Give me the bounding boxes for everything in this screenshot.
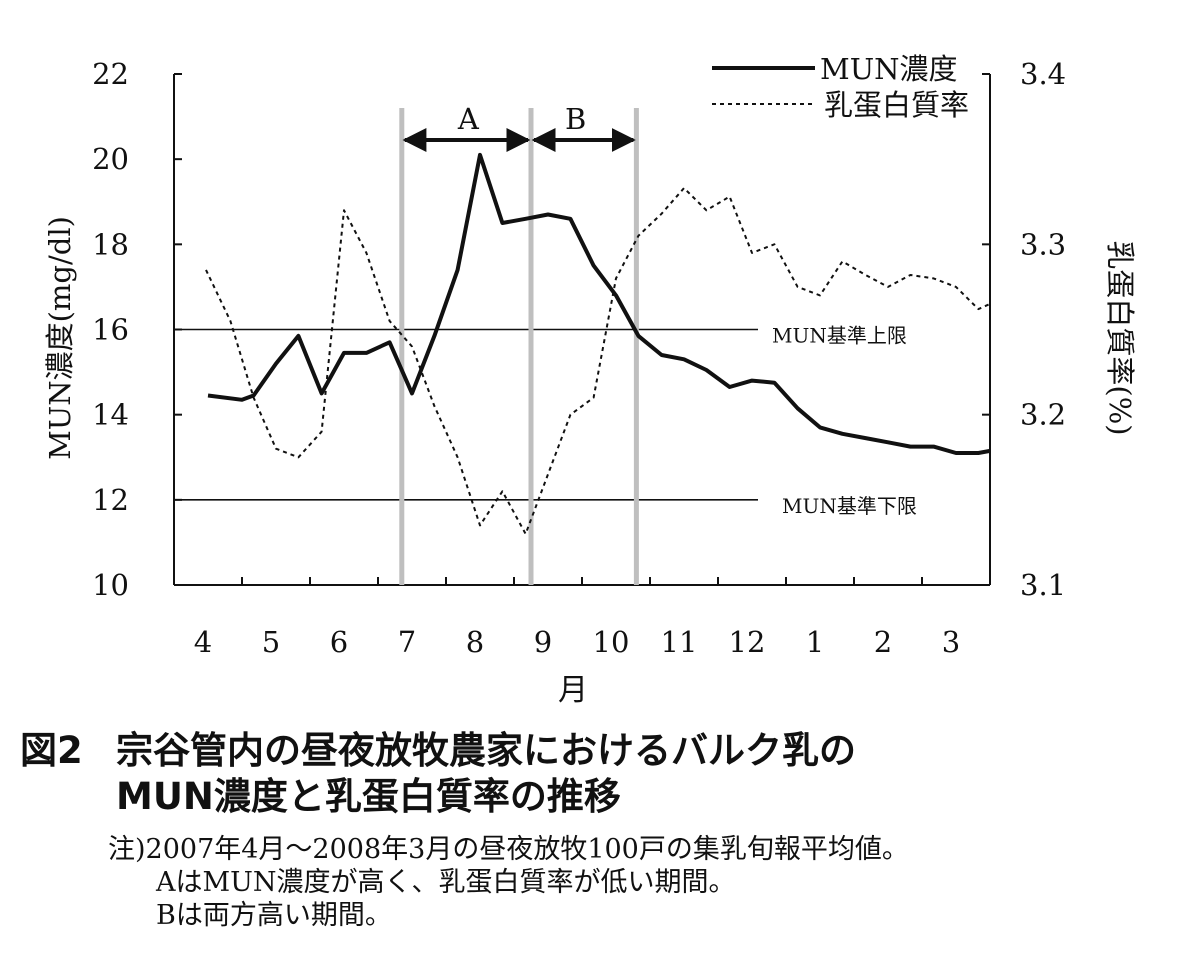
y-tick-label-left: 12 (92, 483, 129, 517)
y-tick-label-left: 20 (92, 142, 129, 176)
y-tick-label-right: 3.1 (1020, 568, 1066, 602)
y-tick-label-left: 14 (92, 398, 129, 432)
x-axis-label: 月 (558, 673, 588, 708)
y-tick-label-right: 3.2 (1020, 398, 1066, 432)
y-axis-label-left: MUN濃度(mg/dl) (43, 216, 77, 460)
x-tick-label: 4 (194, 625, 212, 659)
x-tick-label: 7 (398, 625, 416, 659)
reference-line-label: MUN基準下限 (782, 494, 917, 518)
y-tick-label-right: 3.4 (1020, 57, 1066, 91)
x-tick-label: 2 (874, 625, 892, 659)
y-tick-label-left: 16 (92, 313, 129, 347)
x-tick-label: 11 (661, 625, 698, 659)
caption-title-line1: 宗谷管内の昼夜放牧農家におけるバルク乳の (116, 729, 856, 772)
x-tick-label: 1 (806, 625, 824, 659)
series-line-mun (207, 152, 991, 455)
x-tick-label: 5 (262, 625, 280, 659)
period-label: B (565, 102, 586, 136)
figure-caption: 図2 宗谷管内の昼夜放牧農家におけるバルク乳の MUN濃度と乳蛋白質率の推移 (20, 728, 856, 820)
y-tick-label-left: 22 (92, 57, 129, 91)
y-tick-label-right: 3.3 (1020, 227, 1066, 261)
reference-line-label: MUN基準上限 (772, 324, 907, 348)
caption-title-line2: MUN濃度と乳蛋白質率の推移 (116, 775, 621, 818)
x-tick-label: 9 (534, 625, 552, 659)
note-line-3: Bは両方高い期間。 (156, 900, 392, 931)
period-label: A (457, 102, 480, 136)
legend-label: 乳蛋白質率 (824, 88, 969, 122)
note-line-1: 注)2007年4月～2008年3月の昼夜放牧100戸の集乳旬報平均値。 (108, 834, 909, 865)
figure-number: 図2 (20, 729, 83, 772)
note-line-2: AはMUN濃度が高く、乳蛋白質率が低い期間。 (156, 867, 736, 898)
y-tick-label-left: 18 (92, 227, 129, 261)
reference-lines: MUN基準上限 MUN基準下限 (174, 324, 917, 518)
x-tick-label: 10 (593, 625, 630, 659)
x-tick-label: 6 (330, 625, 348, 659)
legend-label: MUN濃度 (820, 52, 958, 86)
x-tick-label: 12 (729, 625, 766, 659)
series-layer (205, 152, 991, 535)
series-line-protein (205, 187, 991, 535)
y-tick-label-left: 10 (92, 568, 129, 602)
x-tick-label: 8 (466, 625, 484, 659)
figure-notes: 注)2007年4月～2008年3月の昼夜放牧100戸の集乳旬報平均値。 AはMU… (108, 833, 909, 932)
x-tick-label: 3 (942, 625, 960, 659)
y-axis-label-right: 乳蛋白質率(%) (1103, 240, 1137, 435)
